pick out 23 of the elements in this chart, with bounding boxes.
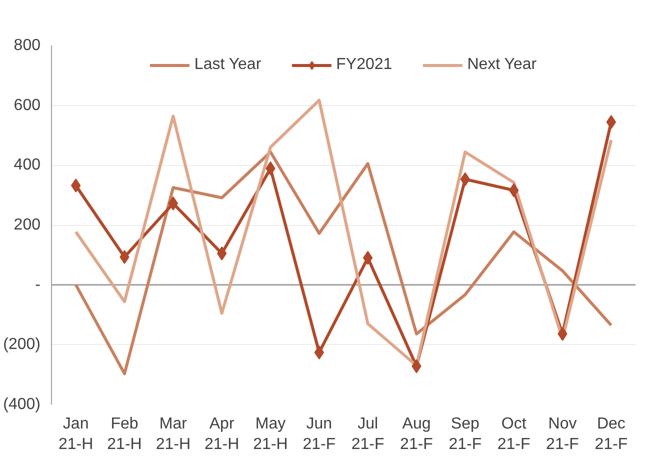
x-tick-label: Nov 21-F: [546, 416, 580, 453]
x-tick-label: Mar 21-H: [156, 416, 191, 453]
x-tick-label: Jul 21-F: [351, 416, 385, 453]
y-tick-label: -: [35, 276, 40, 294]
y-tick-label: 400: [14, 156, 41, 174]
x-tick-label: Jan 21-H: [58, 416, 94, 453]
legend-label: Last Year: [194, 56, 262, 74]
x-tick-label: Jun 21-F: [302, 416, 336, 453]
x-tick-label: Sep 21-F: [448, 416, 482, 453]
x-tick-label: Aug 21-F: [400, 416, 434, 453]
line-series: [74, 150, 613, 376]
x-tick-label: May 21-H: [253, 416, 288, 453]
x-tick-label: Oct 21-F: [497, 416, 531, 453]
y-tick-label: 600: [14, 96, 41, 114]
x-tick-label: Apr 21-H: [204, 416, 240, 453]
legend-label: FY2021: [336, 56, 392, 74]
y-tick-label: (400): [3, 396, 41, 413]
legend-label: Next Year: [467, 56, 537, 74]
x-tick-label: Feb 21-H: [107, 416, 142, 453]
y-tick-label: 200: [14, 216, 41, 234]
x-tick-label: Dec 21-F: [594, 416, 628, 453]
y-tick-label: 800: [14, 37, 41, 54]
y-tick-label: (200): [3, 336, 41, 354]
